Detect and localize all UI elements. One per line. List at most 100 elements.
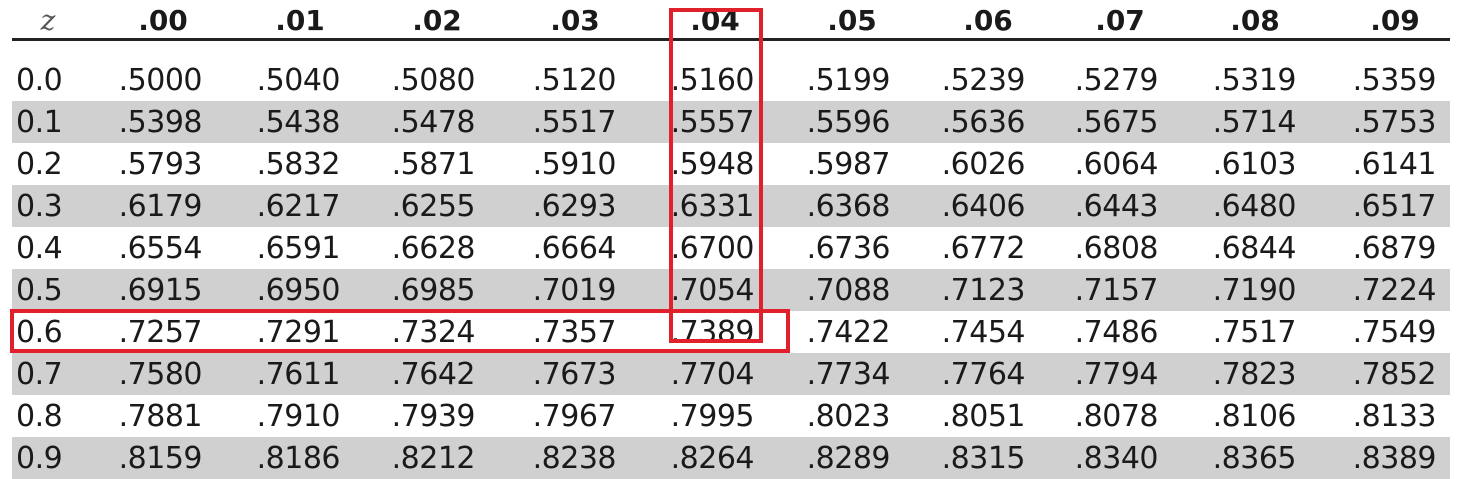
table-cell: .6026	[941, 146, 1026, 182]
table-cell: .7486	[1074, 314, 1159, 350]
table-cell: .8238	[532, 440, 617, 476]
table-cell: .5517	[532, 104, 617, 140]
column-header: .01	[275, 3, 325, 37]
table-cell: .6141	[1352, 146, 1437, 182]
table-cell: .6443	[1074, 188, 1159, 224]
table-cell: .6844	[1212, 230, 1297, 266]
table-row: 0.7 .7580 .7611 .7642 .7673 .7704 .7734 .7764 .7…	[12, 353, 1450, 395]
table-cell: .6480	[1212, 188, 1297, 224]
table-cell: .7088	[806, 272, 891, 308]
table-cell: .7734	[806, 356, 891, 392]
table-cell: .5636	[941, 104, 1026, 140]
table-cell: .5675	[1074, 104, 1159, 140]
table-cell: .6628	[391, 230, 476, 266]
table-cell: .5080	[391, 62, 476, 98]
table-cell: .6331	[670, 188, 755, 224]
table-cell: .7580	[118, 356, 203, 392]
row-label: 0.1	[16, 104, 63, 140]
table-cell: .6664	[532, 230, 617, 266]
table-row: 0.1 .5398 .5438 .5478 .5517 .5557 .5596 .5636 .5…	[12, 101, 1450, 143]
table-cell: .6293	[532, 188, 617, 224]
table-cell: .5987	[806, 146, 891, 182]
table-cell: .8340	[1074, 440, 1159, 476]
table-cell: .8051	[941, 398, 1026, 434]
row-label: 0.8	[16, 398, 63, 434]
row-label: 0.5	[16, 272, 63, 308]
table-cell: .5557	[670, 104, 755, 140]
table-cell: .8264	[670, 440, 755, 476]
table-cell: .5199	[806, 62, 891, 98]
table-cell: .5359	[1352, 62, 1437, 98]
column-header: .03	[550, 3, 600, 37]
table-cell: .5948	[670, 146, 755, 182]
table-cell: .8289	[806, 440, 891, 476]
table-cell: .6217	[256, 188, 341, 224]
row-label: 0.7	[16, 356, 63, 392]
table-cell: .5438	[256, 104, 341, 140]
table-cell: .5910	[532, 146, 617, 182]
table-cell: .6700	[670, 230, 755, 266]
table-cell: .7190	[1212, 272, 1297, 308]
table-cell: .7673	[532, 356, 617, 392]
table-cell: .8023	[806, 398, 891, 434]
table-cell: .5793	[118, 146, 203, 182]
table-cell: .7549	[1352, 314, 1437, 350]
header-rule	[12, 38, 1450, 41]
table-cell: .5000	[118, 62, 203, 98]
column-header: .08	[1230, 3, 1280, 37]
table-cell: .8078	[1074, 398, 1159, 434]
table-row: 0.8 .7881 .7910 .7939 .7967 .7995 .8023 .8051 .8…	[12, 395, 1450, 437]
table-cell: .8212	[391, 440, 476, 476]
table-cell: .5239	[941, 62, 1026, 98]
column-header: .09	[1370, 3, 1420, 37]
table-cell: .7611	[256, 356, 341, 392]
column-header: .05	[827, 3, 877, 37]
column-header-z: z	[40, 3, 56, 37]
table-cell: .7764	[941, 356, 1026, 392]
table-cell: .6368	[806, 188, 891, 224]
table-cell: .7357	[532, 314, 617, 350]
table-cell: .7224	[1352, 272, 1437, 308]
table-cell: .7123	[941, 272, 1026, 308]
row-label: 0.9	[16, 440, 63, 476]
column-header: .07	[1095, 3, 1145, 37]
column-header: .04	[690, 3, 740, 37]
table-cell: .8106	[1212, 398, 1297, 434]
table-row: 0.2 .5793 .5832 .5871 .5910 .5948 .5987 .6026 .6…	[12, 143, 1450, 185]
column-header: .02	[412, 3, 462, 37]
row-label: 0.3	[16, 188, 63, 224]
table-cell: .7422	[806, 314, 891, 350]
table-cell: .7157	[1074, 272, 1159, 308]
table-cell: .7291	[256, 314, 341, 350]
table-cell: .7257	[118, 314, 203, 350]
table-cell: .6517	[1352, 188, 1437, 224]
table-cell: .7967	[532, 398, 617, 434]
column-header: .00	[138, 3, 188, 37]
table-cell: .7389	[670, 314, 755, 350]
table-cell: .5319	[1212, 62, 1297, 98]
column-header: .06	[963, 3, 1013, 37]
table-cell: .7939	[391, 398, 476, 434]
table-cell: .7517	[1212, 314, 1297, 350]
table-cell: .8159	[118, 440, 203, 476]
row-label: 0.0	[16, 62, 63, 98]
table-cell: .5832	[256, 146, 341, 182]
table-cell: .7910	[256, 398, 341, 434]
row-label: 0.4	[16, 230, 63, 266]
table-cell: .5398	[118, 104, 203, 140]
table-cell: .6985	[391, 272, 476, 308]
table-cell: .6255	[391, 188, 476, 224]
table-cell: .8365	[1212, 440, 1297, 476]
row-label: 0.2	[16, 146, 63, 182]
table-cell: .5160	[670, 62, 755, 98]
table-cell: .5040	[256, 62, 341, 98]
table-cell: .6554	[118, 230, 203, 266]
table-cell: .6879	[1352, 230, 1437, 266]
table-cell: .6406	[941, 188, 1026, 224]
table-cell: .5478	[391, 104, 476, 140]
table-row: 0.4 .6554 .6591 .6628 .6664 .6700 .6736 .6772 .6…	[12, 227, 1450, 269]
table-cell: .7852	[1352, 356, 1437, 392]
table-cell: .7454	[941, 314, 1026, 350]
table-cell: .7704	[670, 356, 755, 392]
